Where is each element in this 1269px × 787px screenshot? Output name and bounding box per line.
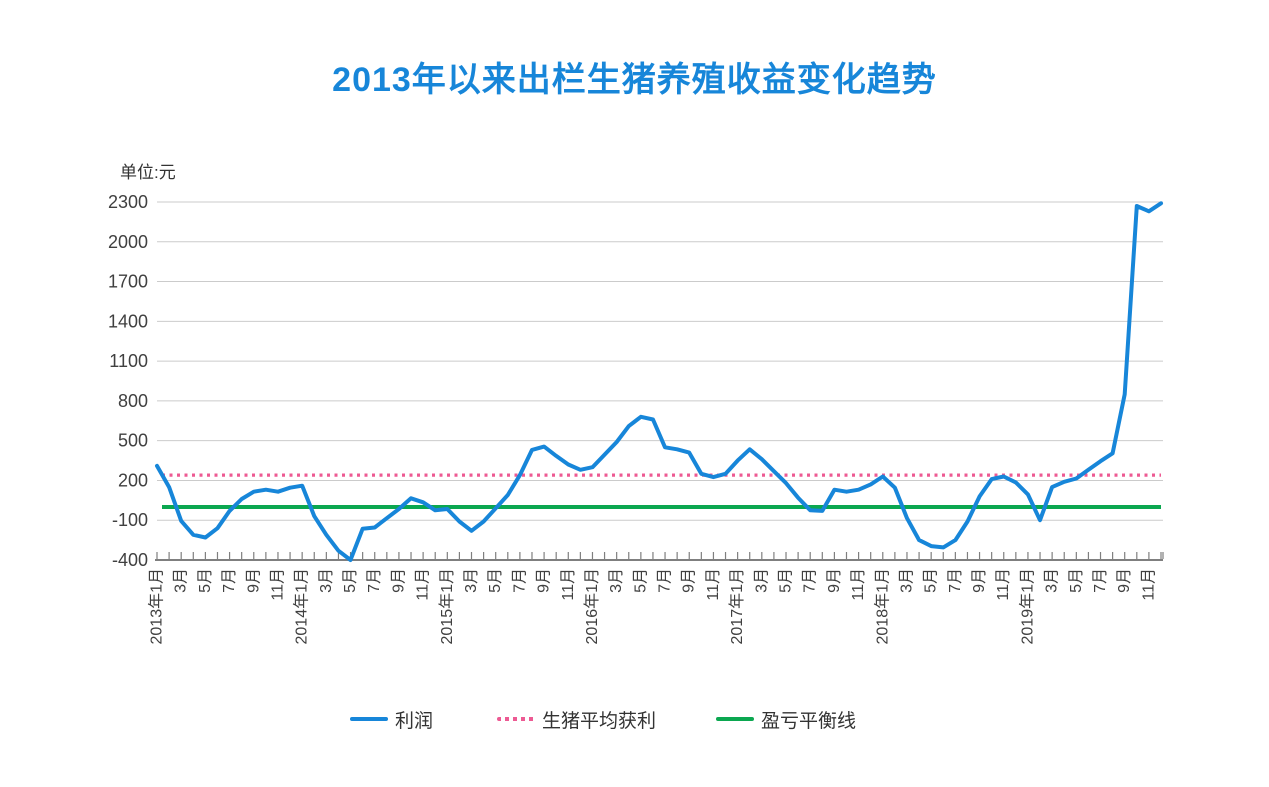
x-tick-label: 5月	[342, 568, 359, 593]
y-tick-label: -100	[112, 510, 148, 530]
legend-label-avg-profit: 生猪平均获利	[542, 710, 657, 732]
x-tick-label: 3月	[463, 568, 480, 593]
x-tick-label: 5月	[778, 568, 795, 593]
y-tick-label: 2300	[108, 192, 148, 212]
x-tick-label: 3月	[318, 568, 335, 593]
x-tick-label: 7月	[366, 568, 383, 593]
y-tick-label: 1100	[109, 351, 148, 371]
legend-item-breakeven: 盈亏平衡线	[716, 706, 856, 732]
chart-title: 2013年以来出栏生猪养殖收益变化趋势	[332, 61, 937, 99]
x-tick-label: 9月	[536, 568, 553, 593]
x-tick-label: 9月	[390, 568, 407, 593]
chart-legend: 利润 生猪平均获利 盈亏平衡线	[0, 706, 1269, 732]
x-tick-label: 7月	[657, 568, 674, 593]
x-tick-label: 9月	[826, 568, 843, 593]
x-tick-label: 3月	[753, 568, 770, 593]
y-tick-label: 800	[118, 391, 148, 411]
x-tick-label: 2019年1月	[1018, 568, 1036, 645]
x-tick-label: 3月	[173, 568, 190, 593]
y-tick-label: 200	[118, 470, 148, 490]
profit-line	[155, 201, 1163, 562]
y-tick-label: 1400	[108, 311, 148, 331]
legend-item-avg-profit: 生猪平均获利	[497, 706, 656, 732]
x-tick-label: 9月	[245, 568, 262, 593]
y-tick-label: 2000	[108, 232, 148, 252]
x-tick-label: 2018年1月	[873, 568, 891, 645]
x-tick-label: 5月	[197, 568, 214, 593]
unit-label: 单位:元	[120, 163, 176, 182]
legend-item-profit: 利润	[350, 706, 433, 732]
x-tick-label: 2017年1月	[728, 568, 746, 645]
x-tick-label: 2016年1月	[583, 568, 601, 645]
y-tick-label: 500	[118, 431, 148, 451]
x-tick-label: 11月	[269, 568, 286, 601]
x-tick-label: 3月	[898, 568, 915, 593]
legend-label-breakeven: 盈亏平衡线	[761, 710, 857, 732]
legend-label-profit: 利润	[395, 710, 434, 732]
x-tick-label: 11月	[415, 568, 432, 601]
y-tick-label: 1700	[108, 272, 148, 292]
x-tick-label: 7月	[511, 568, 528, 593]
x-tick-label: 5月	[923, 568, 940, 593]
x-tick-label: 9月	[1116, 568, 1133, 593]
x-tick-label: 9月	[681, 568, 698, 593]
x-tick-label: 7月	[1092, 568, 1109, 593]
x-tick-label: 3月	[1044, 568, 1061, 593]
x-tick-label: 7月	[221, 568, 238, 593]
x-tick-label: 11月	[560, 568, 577, 601]
y-tick-label: -400	[112, 550, 148, 570]
x-tick-label: 11月	[850, 568, 867, 601]
x-tick-label: 5月	[632, 568, 649, 593]
x-tick-label: 7月	[802, 568, 819, 593]
x-tick-label: 7月	[947, 568, 964, 593]
x-tick-label: 2014年1月	[293, 568, 311, 645]
x-tick-label: 9月	[971, 568, 988, 593]
x-tick-label: 2013年1月	[148, 568, 166, 645]
x-tick-label: 11月	[705, 568, 722, 601]
x-tick-label: 5月	[1068, 568, 1085, 593]
x-tick-label: 2015年1月	[438, 568, 456, 645]
x-tick-label: 3月	[608, 568, 625, 593]
profit-line-swatch	[350, 717, 388, 721]
x-tick-label: 5月	[487, 568, 504, 593]
x-tick-label: 11月	[995, 568, 1012, 601]
breakeven-line-swatch	[716, 717, 754, 721]
avg-profit-line-swatch	[497, 717, 535, 721]
x-tick-label: 11月	[1140, 568, 1157, 601]
